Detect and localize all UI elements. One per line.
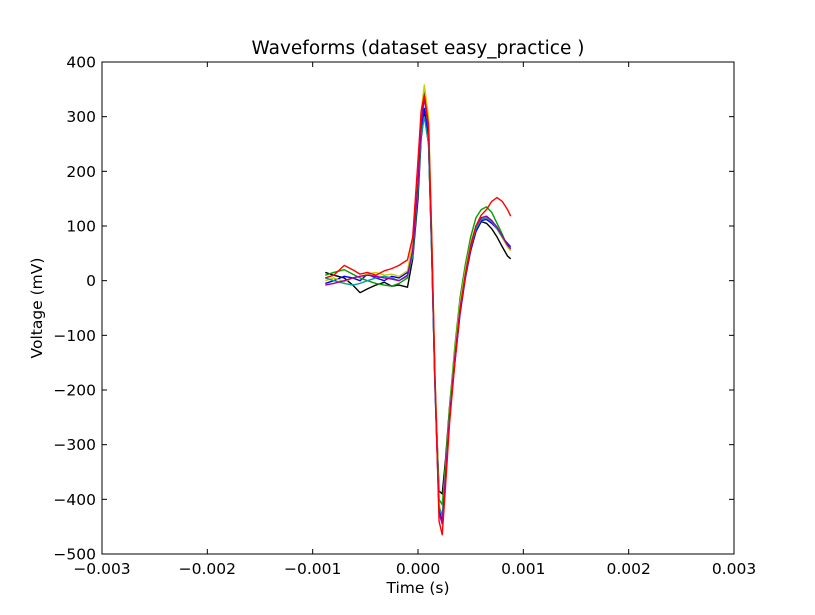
plot-lines bbox=[325, 84, 512, 536]
x-tick-label: −0.003 bbox=[73, 560, 130, 578]
x-axis-label: Time (s) bbox=[385, 579, 449, 597]
x-tick-label: 0.000 bbox=[396, 560, 440, 578]
y-tick-label: −100 bbox=[53, 327, 96, 345]
y-axis-ticks: 400 300 200 100 0 −100 −200 −300 −400 −500 bbox=[53, 54, 734, 564]
x-tick-label: −0.001 bbox=[284, 560, 341, 578]
plot-frame bbox=[101, 61, 735, 555]
x-tick-label: 0.002 bbox=[606, 560, 650, 578]
y-tick-label: −200 bbox=[53, 382, 96, 400]
y-tick-label: 200 bbox=[66, 163, 96, 181]
x-tick-label: −0.002 bbox=[179, 560, 236, 578]
y-tick-label: 100 bbox=[66, 218, 96, 236]
y-tick-label: −300 bbox=[53, 436, 96, 454]
y-tick-label: −400 bbox=[53, 491, 96, 509]
x-axis-ticks: −0.003 −0.002 −0.001 0.000 0.001 0.002 0.003 bbox=[73, 62, 756, 578]
series-line-7 bbox=[325, 94, 512, 536]
x-tick-label: 0.001 bbox=[501, 560, 545, 578]
y-tick-label: 400 bbox=[66, 54, 96, 72]
y-tick-label: 0 bbox=[86, 272, 96, 290]
x-tick-label: 0.003 bbox=[712, 560, 756, 578]
y-axis-label: Voltage (mV) bbox=[28, 258, 46, 359]
y-tick-label: −500 bbox=[53, 546, 96, 564]
chart-title: Waveforms (dataset easy_practice ) bbox=[252, 38, 585, 59]
y-tick-label: 300 bbox=[66, 108, 96, 126]
